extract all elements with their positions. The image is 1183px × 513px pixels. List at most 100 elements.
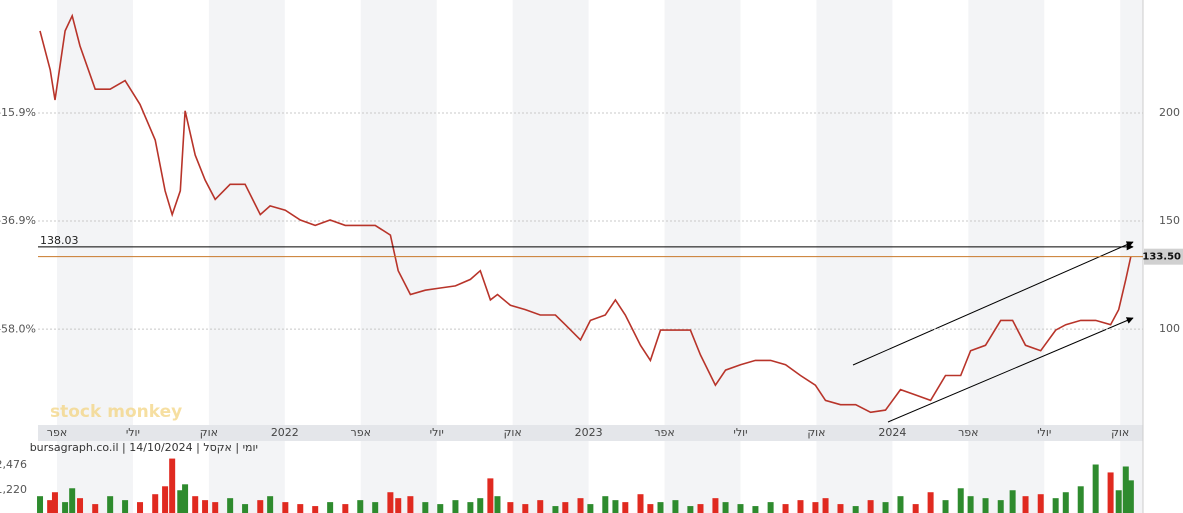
volume-bar	[782, 504, 789, 513]
y-tick-label: 200	[1159, 106, 1180, 119]
volume-bar	[537, 500, 544, 513]
volume-bar	[122, 500, 129, 513]
volume-bar	[387, 492, 394, 513]
volume-tick-label: 2,476	[0, 458, 27, 471]
x-tick-label: אוק	[807, 426, 825, 439]
volume-bar	[357, 500, 364, 513]
volume-bar	[1009, 490, 1016, 513]
x-tick-label: 2024	[878, 426, 906, 439]
volume-bar	[69, 488, 76, 513]
volume-bar	[997, 500, 1004, 513]
volume-bar	[372, 502, 379, 513]
volume-bar	[687, 506, 694, 513]
volume-bar	[982, 498, 989, 513]
volume-bar	[812, 502, 819, 513]
volume-bar	[47, 500, 54, 513]
volume-bar	[1062, 492, 1069, 513]
volume-bar	[712, 498, 719, 513]
volume-bar	[137, 502, 144, 513]
volume-tick-label: 1,220	[0, 483, 27, 496]
x-tick-label: יולי	[126, 426, 140, 439]
volume-bar	[467, 502, 474, 513]
volume-bar	[867, 500, 874, 513]
volume-bar	[562, 502, 569, 513]
volume-bar	[587, 504, 594, 513]
volume-bar	[1037, 494, 1044, 513]
volume-bar	[77, 498, 84, 513]
volume-bar	[227, 498, 234, 513]
volume-bar	[852, 506, 859, 513]
volume-bar	[697, 504, 704, 513]
volume-bar	[107, 496, 114, 513]
volume-bar	[62, 502, 69, 513]
x-tick-label: אפר	[47, 426, 67, 439]
volume-bar	[152, 494, 159, 513]
x-tick-label: אפר	[654, 426, 674, 439]
volume-bar	[297, 504, 304, 513]
volume-bar	[737, 504, 744, 513]
price-label-box	[1144, 248, 1183, 265]
watermark: stock monkey	[50, 402, 182, 422]
volume-bar	[477, 498, 484, 513]
volume-bar	[927, 492, 934, 513]
volume-bar	[1127, 480, 1134, 513]
volume-bar	[822, 498, 829, 513]
x-tick-label: יולי	[733, 426, 747, 439]
trend-line-lower	[887, 317, 1134, 423]
volume-bar	[37, 496, 44, 513]
volume-bar	[522, 504, 529, 513]
volume-bar	[577, 498, 584, 513]
volume-bar	[342, 504, 349, 513]
volume-bar	[797, 500, 804, 513]
x-tick-label: 2023	[575, 426, 603, 439]
x-tick-label: אוק	[1111, 426, 1129, 439]
x-axis-band	[38, 425, 1143, 441]
volume-bar	[257, 500, 264, 513]
info-text: יומי | אקסל | 14/10/2024 | bursagraph.co…	[30, 441, 258, 454]
volume-bar	[92, 504, 99, 513]
x-tick-label: אפר	[351, 426, 371, 439]
x-tick-label: יולי	[430, 426, 444, 439]
volume-bar	[897, 496, 904, 513]
volume-bar	[169, 458, 176, 513]
volume-bar	[1115, 490, 1122, 513]
volume-bar	[1022, 496, 1029, 513]
y2-tick-label: -15.9%	[0, 106, 36, 119]
volume-bar	[967, 496, 974, 513]
volume-bar	[395, 498, 402, 513]
volume-bar	[507, 502, 514, 513]
volume-bar	[882, 502, 889, 513]
y2-tick-label: -58.0%	[0, 322, 36, 335]
volume-bar	[657, 502, 664, 513]
volume-bar	[452, 500, 459, 513]
x-tick-label: אוק	[200, 426, 218, 439]
x-tick-label: יולי	[1037, 426, 1051, 439]
volume-bar	[242, 504, 249, 513]
trend-line-upper	[852, 241, 1134, 366]
volume-bar	[494, 496, 501, 513]
volume-bar	[267, 496, 274, 513]
volume-bar	[912, 504, 919, 513]
volume-bar	[837, 504, 844, 513]
volume-bar	[612, 500, 619, 513]
price-label: 133.50	[1142, 252, 1181, 263]
volume-bar	[192, 496, 199, 513]
volume-bar	[622, 502, 629, 513]
volume-bar	[51, 492, 58, 513]
volume-bar	[722, 502, 729, 513]
volume-bar	[752, 506, 759, 513]
volume-bar	[942, 500, 949, 513]
x-tick-label: אפר	[958, 426, 978, 439]
volume-bar	[162, 486, 169, 513]
volume-bar	[177, 490, 184, 513]
volume-bar	[312, 506, 319, 513]
volume-bar	[202, 500, 209, 513]
y2-tick-label: -36.9%	[0, 214, 36, 227]
volume-bar	[407, 496, 414, 513]
y-tick-label: 100	[1159, 322, 1180, 335]
volume-bar	[487, 478, 494, 513]
volume-bar	[1092, 464, 1099, 513]
volume-bar	[1107, 472, 1114, 513]
